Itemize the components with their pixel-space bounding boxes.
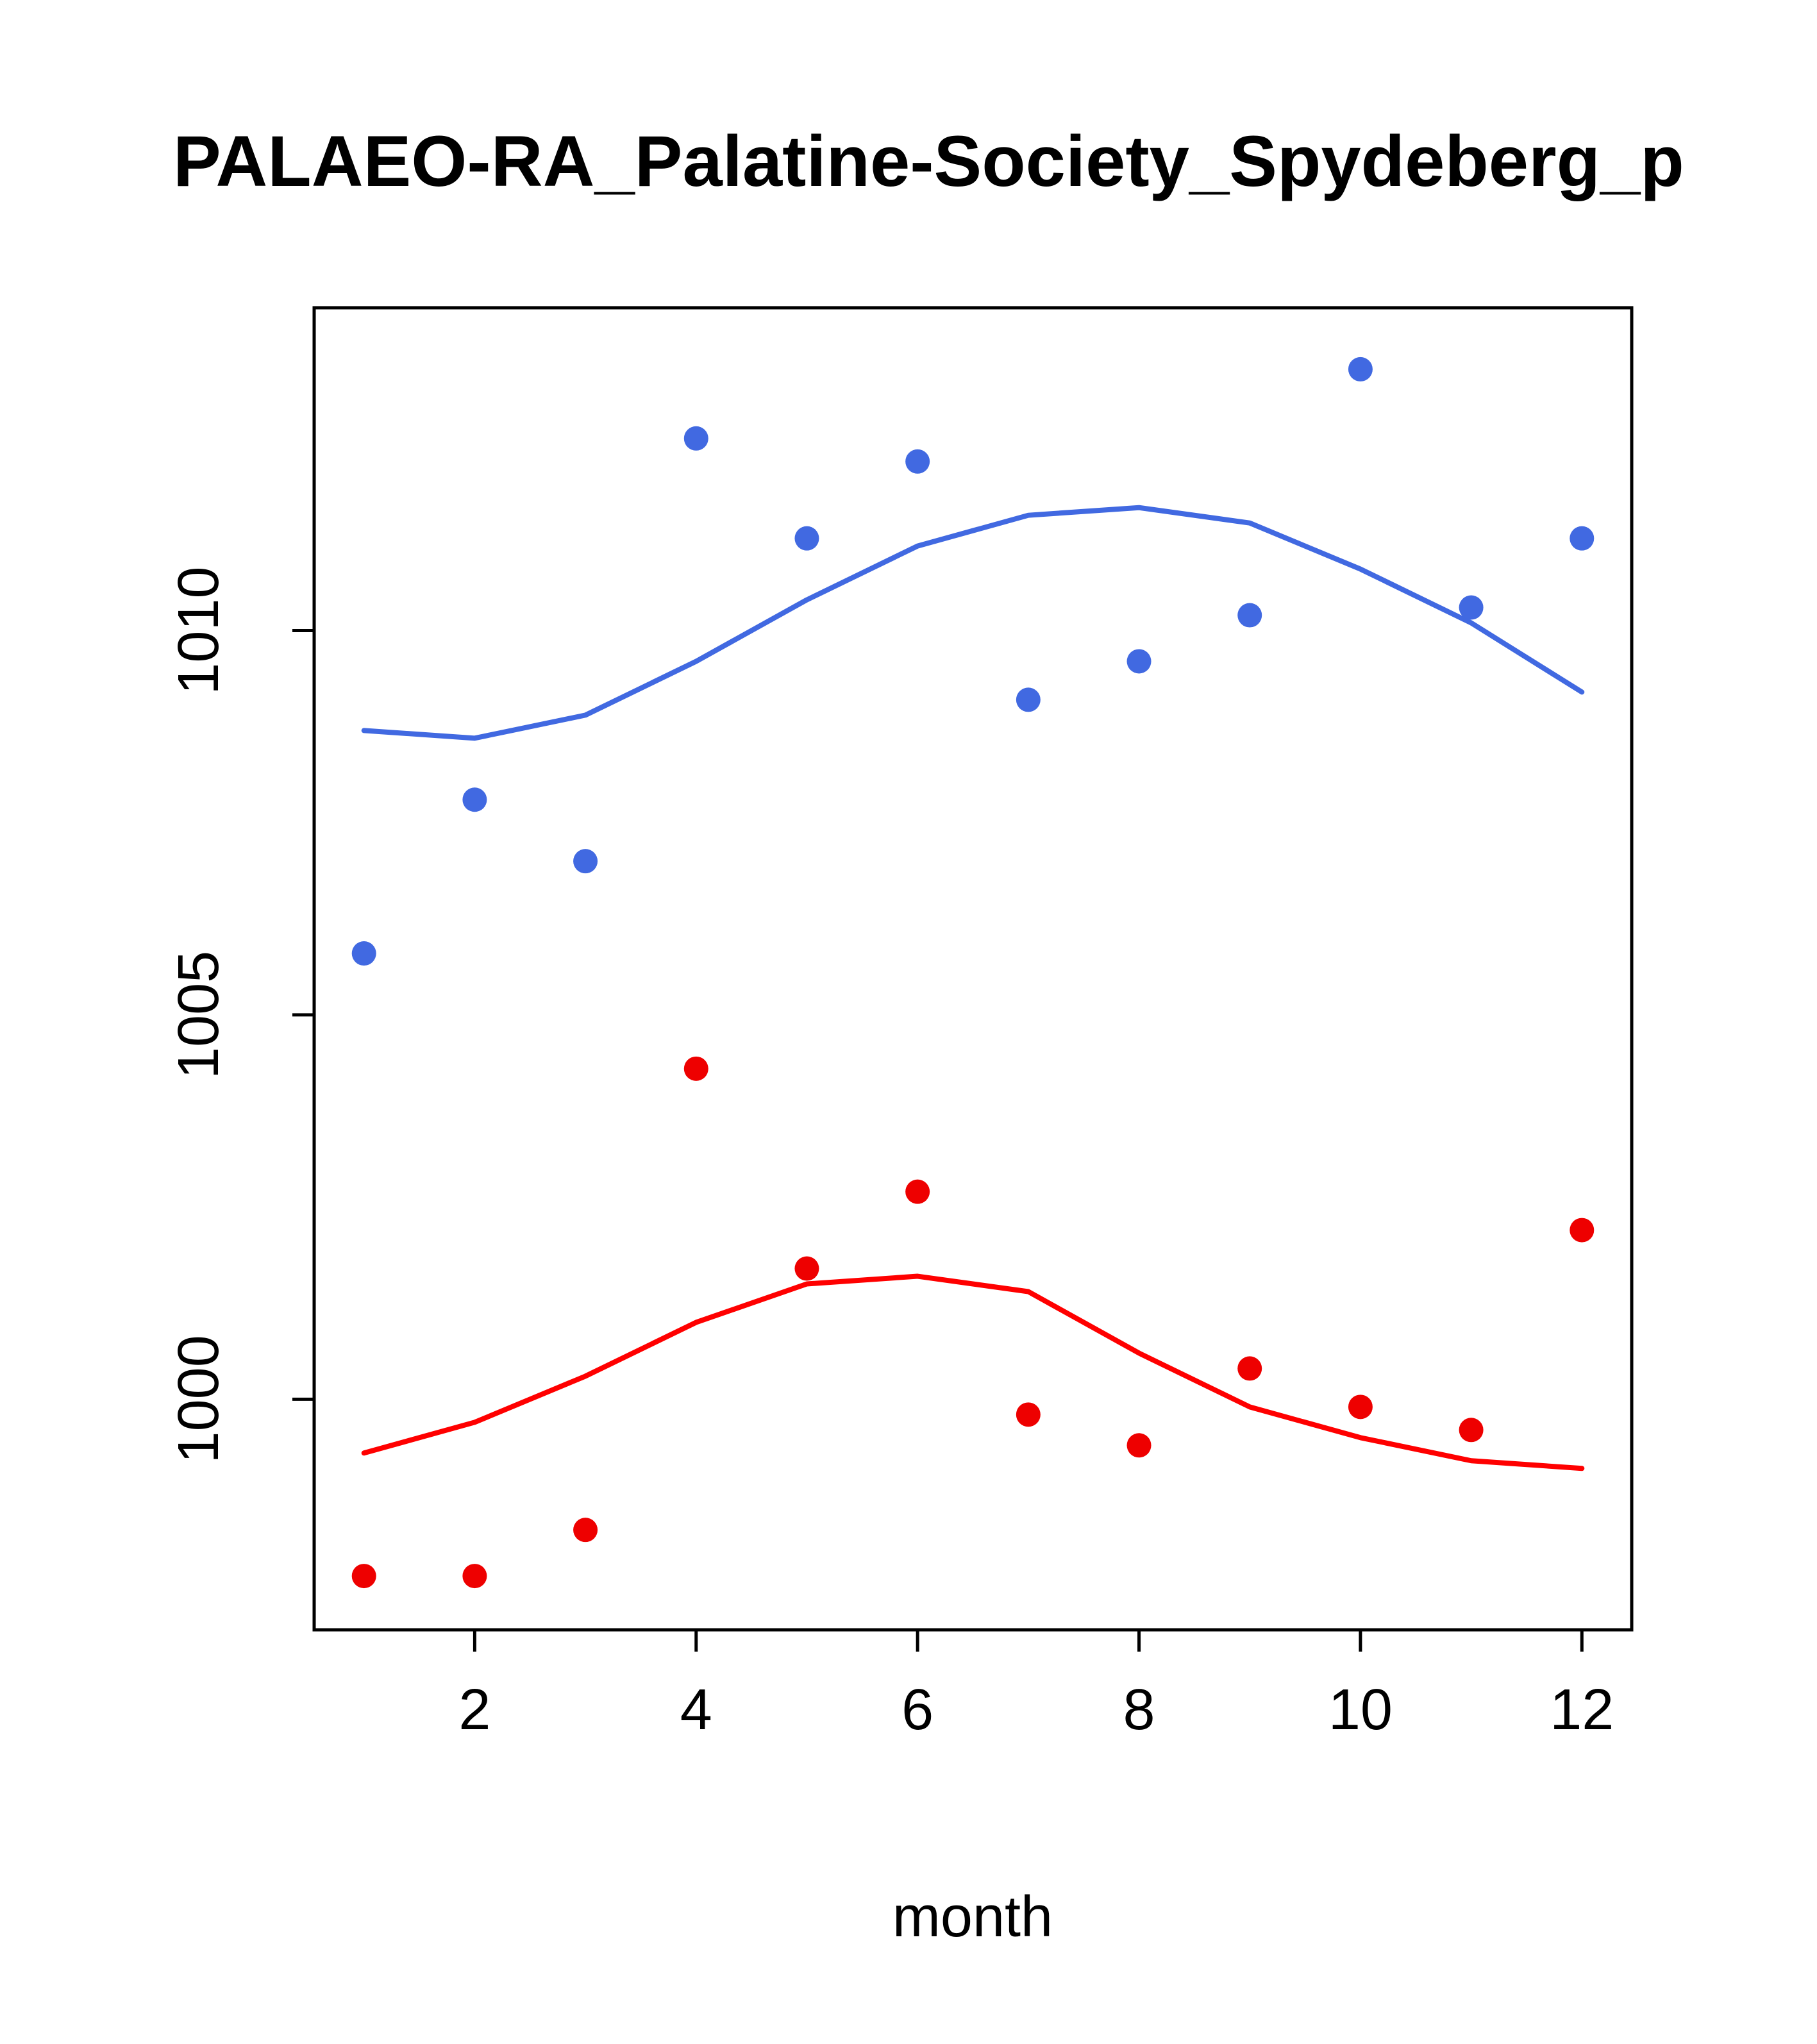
x-axis-label: month xyxy=(892,1885,1053,1949)
lower-points-point xyxy=(905,1179,930,1204)
lower-line-series xyxy=(361,1273,1585,1471)
y-tick-label: 1010 xyxy=(167,566,231,694)
x-tick-label: 8 xyxy=(1123,1678,1155,1742)
lower-points-point xyxy=(462,1564,487,1589)
x-tick-label: 2 xyxy=(458,1678,490,1742)
lower-points-point xyxy=(1570,1218,1595,1243)
upper-points-point xyxy=(1348,356,1373,381)
lower-points-point xyxy=(1237,1356,1262,1381)
lower-points-point xyxy=(1348,1395,1373,1420)
upper-points-point xyxy=(573,849,598,874)
upper-points-point xyxy=(1016,687,1041,712)
upper-points-point xyxy=(351,941,376,966)
upper-points-point xyxy=(905,449,930,474)
lower-points-point xyxy=(1016,1402,1041,1427)
x-tick-label: 10 xyxy=(1328,1678,1393,1742)
upper-line-series xyxy=(361,505,1585,741)
x-tick-label: 6 xyxy=(901,1678,934,1742)
plot-frame xyxy=(312,306,1634,1632)
upper-points-point xyxy=(1237,603,1262,628)
y-tick-label: 1005 xyxy=(167,951,231,1079)
lower-points-point xyxy=(1459,1418,1484,1443)
x-tick-label: 4 xyxy=(680,1678,712,1742)
upper-points-point xyxy=(1459,595,1484,620)
lower-points-point xyxy=(351,1564,376,1589)
upper-points-point xyxy=(683,426,708,451)
x-tick-label: 12 xyxy=(1550,1678,1614,1742)
upper-points-point xyxy=(462,787,487,812)
lower-points-point xyxy=(573,1518,598,1543)
lower-points-point xyxy=(683,1056,708,1081)
lower-points-point xyxy=(794,1256,819,1281)
lower-points-point xyxy=(1126,1433,1151,1458)
upper-points-point xyxy=(1126,649,1151,674)
upper-points-point xyxy=(1570,526,1595,551)
y-tick-label: 1000 xyxy=(167,1335,231,1463)
chart-title: PALAEO-RA_Palatine-Society_Spydeberg_p xyxy=(173,121,1684,201)
plot-content: 2 4 6 8 10 12 1000 1005 1010 xyxy=(167,306,1634,1742)
upper-points-point xyxy=(794,526,819,551)
